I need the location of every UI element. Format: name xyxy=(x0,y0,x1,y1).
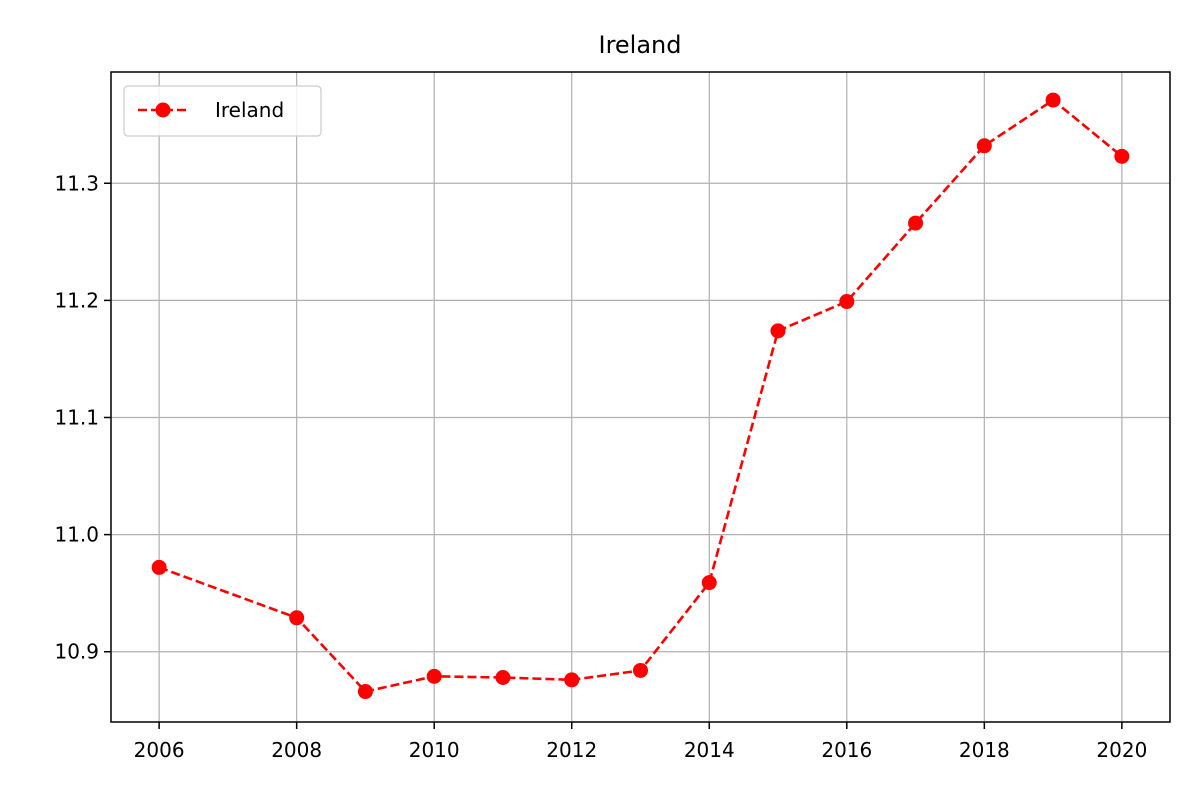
y-tick-label: 11.3 xyxy=(54,171,99,195)
legend: Ireland xyxy=(123,85,322,137)
legend-marker xyxy=(155,102,171,118)
x-tick-label: 2020 xyxy=(1096,738,1147,762)
data-point xyxy=(701,575,717,591)
data-point xyxy=(976,138,992,154)
data-point xyxy=(289,610,305,626)
data-point xyxy=(908,215,924,231)
grid xyxy=(111,72,1170,722)
series-line xyxy=(158,98,1123,693)
series-layer xyxy=(151,92,1130,700)
data-point xyxy=(1114,148,1130,164)
y-tick-label: 11.2 xyxy=(54,288,99,312)
x-tick-label: 2014 xyxy=(684,738,735,762)
data-point xyxy=(839,294,855,310)
data-point xyxy=(633,662,648,678)
legend-label: Ireland xyxy=(215,98,284,122)
data-point xyxy=(770,323,786,339)
data-point xyxy=(357,684,373,700)
x-tick-label: 2012 xyxy=(546,738,597,762)
data-point xyxy=(564,672,580,688)
chart-title: Ireland xyxy=(598,31,681,59)
data-point xyxy=(495,669,511,685)
data-point xyxy=(151,559,167,575)
x-tick-label: 2016 xyxy=(821,738,872,762)
y-tick-label: 11.0 xyxy=(54,523,99,547)
data-point xyxy=(426,668,442,684)
x-tick-label: 2010 xyxy=(409,738,460,762)
legend-box xyxy=(123,85,322,137)
y-tick-label: 11.1 xyxy=(54,405,99,429)
x-tick-label: 2008 xyxy=(271,738,322,762)
data-point xyxy=(1045,92,1061,108)
x-tick-label: 2018 xyxy=(959,738,1010,762)
y-tick-label: 10.9 xyxy=(54,640,99,664)
plot-frame xyxy=(110,71,1171,723)
x-tick-label: 2006 xyxy=(134,738,185,762)
axis-ticks: 2006 2008 2010 2012 2014 2016 2018 2020 10.9 11.0… xyxy=(54,171,1147,762)
